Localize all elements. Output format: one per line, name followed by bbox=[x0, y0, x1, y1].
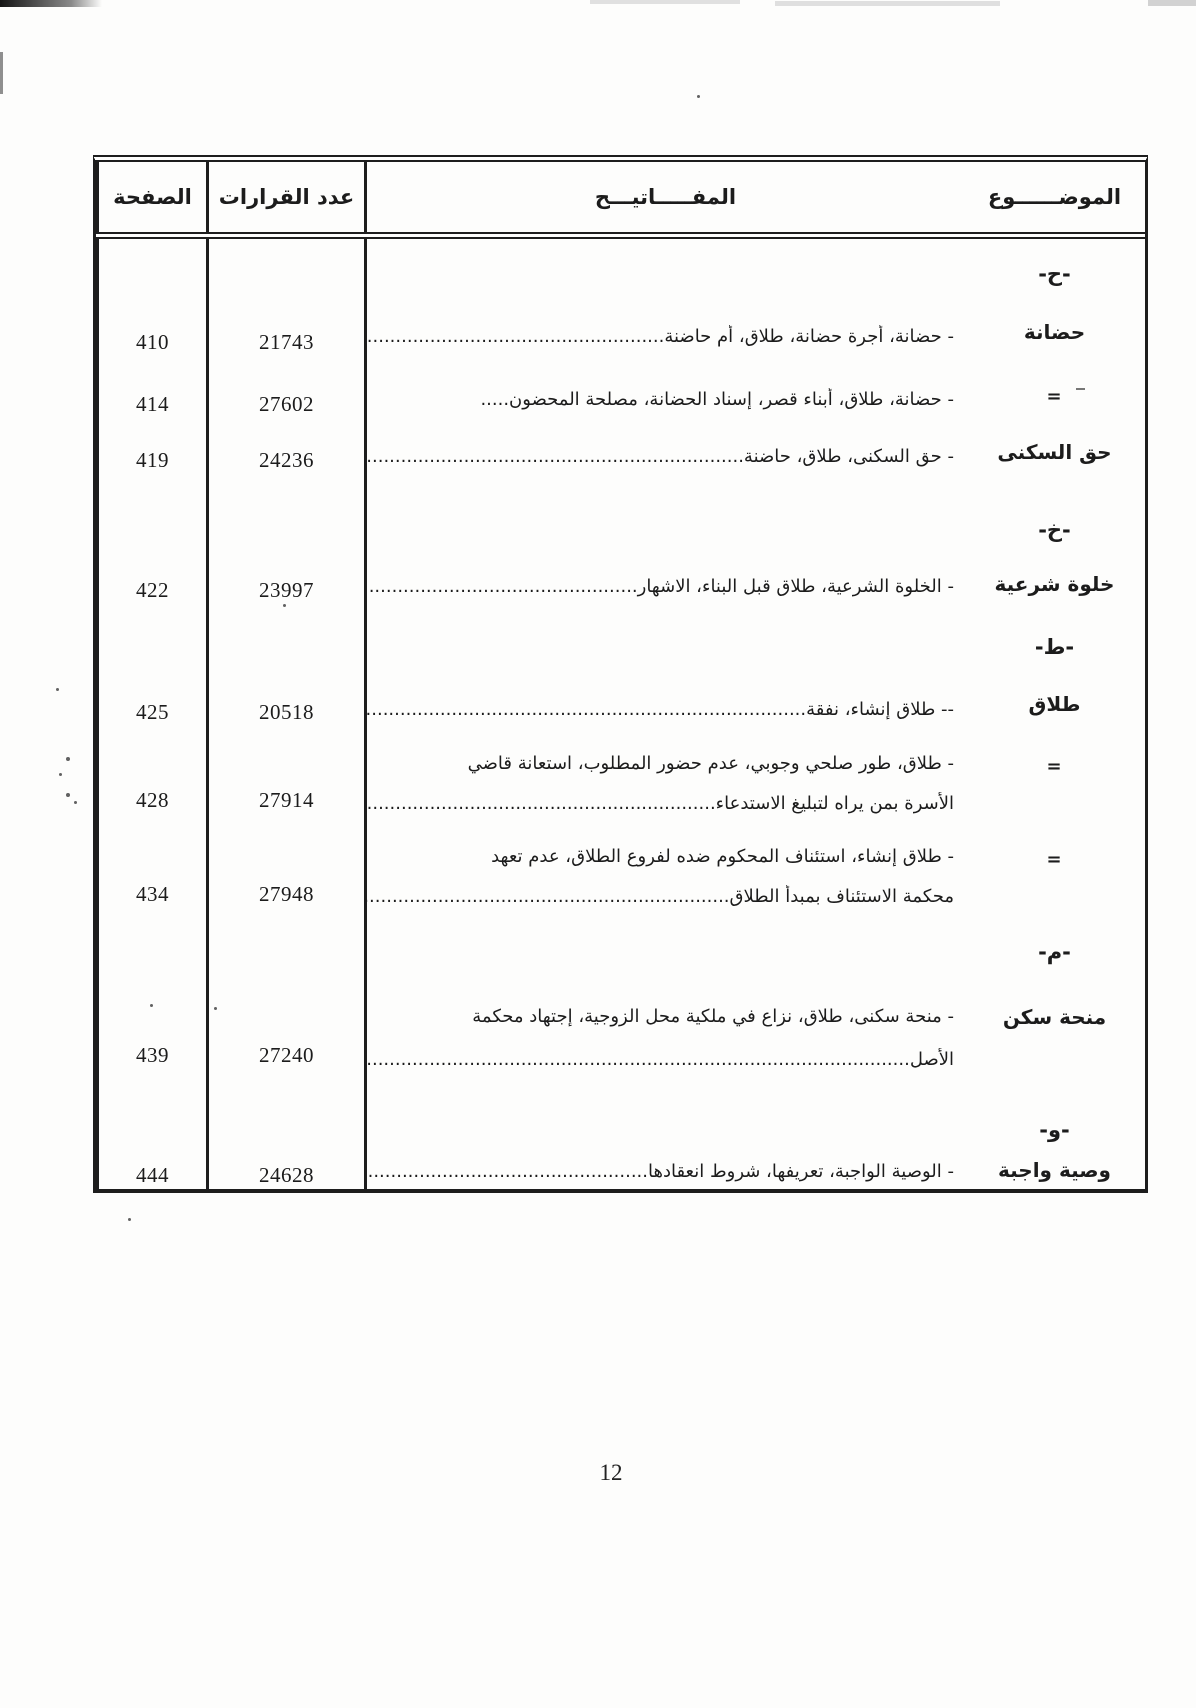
header-decisions-count: عدد القرارات bbox=[206, 162, 364, 232]
column-page: 410 414 419 422 425 428 434 439 444 bbox=[96, 239, 206, 1189]
page-number-cell: 428 bbox=[136, 788, 169, 812]
keys-entry: -- طلاق إنشاء، نفقة.....................… bbox=[367, 699, 954, 720]
scan-smudge bbox=[0, 52, 3, 94]
decision-number: 20518 bbox=[259, 700, 314, 724]
scan-speck bbox=[74, 801, 77, 804]
column-subject: -ح- حضانة = حق السكنى -خ- خلوة شرعية -ط-… bbox=[964, 239, 1145, 1189]
page-number-cell: 410 bbox=[136, 330, 169, 354]
section-letter: -و- bbox=[1039, 1118, 1070, 1142]
scan-speck bbox=[283, 604, 286, 607]
header-subject: الموضــــــوع bbox=[987, 185, 1122, 209]
scan-speck bbox=[128, 1218, 131, 1221]
scan-speck bbox=[697, 95, 700, 98]
decision-number: 27240 bbox=[259, 1043, 314, 1067]
page-number-cell: 439 bbox=[136, 1043, 169, 1067]
page-number-cell: 444 bbox=[136, 1163, 169, 1187]
decision-number: 24628 bbox=[259, 1163, 314, 1187]
scan-smudge bbox=[1148, 0, 1196, 6]
keys-entry-continuation: محكمة الاستئناف بمبدأ الطلاق............… bbox=[367, 886, 954, 907]
subject-ditto: = bbox=[1046, 386, 1063, 407]
subject-ditto: = bbox=[1046, 756, 1063, 777]
subject-label: خلوة شرعية bbox=[994, 572, 1115, 596]
keys-entry: - حق السكنى، طلاق، حاضنة................… bbox=[367, 446, 954, 467]
keys-entry-continuation: الأصل...................................… bbox=[367, 1049, 954, 1070]
keys-entry: - طلاق، طور صلحي وجوبي، عدم حضور المطلوب… bbox=[467, 753, 954, 774]
header-keys: المفـــــاتيـــح bbox=[364, 162, 964, 232]
decision-number: 27948 bbox=[259, 882, 314, 906]
section-letter: -خ- bbox=[1038, 518, 1071, 542]
page-number-cell: 425 bbox=[136, 700, 169, 724]
scan-smudge bbox=[590, 0, 740, 4]
keys-entry: - منحة سكنى، طلاق، نزاع في ملكية محل الز… bbox=[472, 1006, 954, 1027]
section-letter: -ط- bbox=[1034, 635, 1075, 659]
decision-number: 27602 bbox=[259, 392, 314, 416]
section-letter: -م- bbox=[1038, 940, 1071, 964]
section-letter: -ح- bbox=[1038, 262, 1071, 286]
scan-smudge bbox=[775, 1, 1000, 6]
column-decisions-count: 21743 27602 24236 23997 20518 27914 2794… bbox=[206, 239, 364, 1189]
document-page-number: 12 bbox=[599, 1460, 623, 1485]
keys-entry: - حضانة، طلاق، أبناء قصر، إسناد الحضانة،… bbox=[480, 389, 954, 410]
subject-label: حضانة bbox=[1023, 320, 1086, 344]
page-number-cell: 422 bbox=[136, 578, 169, 602]
subject-label: وصية واجبة bbox=[997, 1158, 1111, 1182]
keys-entry-continuation: الأسرة بمن يراه لتبليغ الاستدعاء........… bbox=[367, 793, 954, 814]
scan-speck bbox=[66, 757, 70, 761]
subject-ditto: = bbox=[1046, 849, 1063, 870]
subject-label: حق السكنى bbox=[997, 440, 1112, 464]
decision-number: 23997 bbox=[259, 578, 314, 602]
keys-entry: - طلاق إنشاء، استئناف المحكوم ضده لفروع … bbox=[491, 846, 954, 867]
table-body: -ح- حضانة = حق السكنى -خ- خلوة شرعية -ط-… bbox=[96, 239, 1145, 1189]
header-page: الصفحة bbox=[96, 162, 206, 232]
keys-entry: - حضانة، أجرة حضانة، طلاق، أم حاضنة.....… bbox=[367, 326, 954, 347]
scan-speck bbox=[66, 793, 70, 797]
scan-speck bbox=[214, 1007, 217, 1010]
keys-entry: - الخلوة الشرعية، طلاق قبل البناء، الاشه… bbox=[367, 576, 954, 597]
scan-smudge bbox=[1076, 388, 1085, 390]
column-keys: - حضانة، أجرة حضانة، طلاق، أم حاضنة.....… bbox=[364, 239, 964, 1189]
page-number-cell: 434 bbox=[136, 882, 169, 906]
scan-smudge bbox=[0, 0, 102, 7]
keys-entry: - الوصية الواجبة، تعريفها، شروط انعقادها… bbox=[367, 1161, 954, 1182]
decision-number: 21743 bbox=[259, 330, 314, 354]
decision-number: 24236 bbox=[259, 448, 314, 472]
scan-speck bbox=[56, 688, 59, 691]
scan-speck bbox=[150, 1004, 153, 1007]
page-number-cell: 414 bbox=[136, 392, 169, 416]
table-header-row: الموضــــــوع المفـــــاتيـــح عدد القرا… bbox=[96, 162, 1145, 239]
decision-number: 27914 bbox=[259, 788, 314, 812]
index-table: الموضــــــوع المفـــــاتيـــح عدد القرا… bbox=[93, 155, 1148, 1193]
subject-label: طلاق bbox=[1028, 692, 1081, 716]
subject-label: منحة سكن bbox=[1002, 1005, 1107, 1029]
page-number-cell: 419 bbox=[136, 448, 169, 472]
scan-speck bbox=[59, 773, 62, 776]
